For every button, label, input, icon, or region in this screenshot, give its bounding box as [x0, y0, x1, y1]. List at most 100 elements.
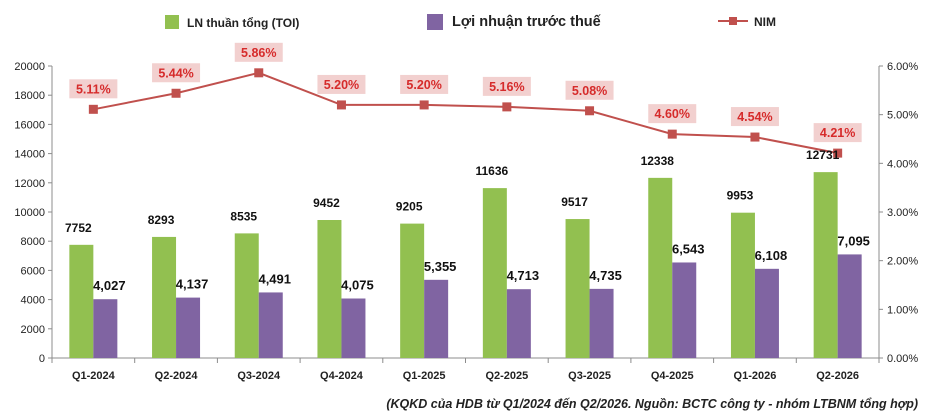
- y-left-tick-label: 6000: [21, 265, 45, 277]
- label-nim: 5.11%: [76, 82, 111, 96]
- legend-label-nim: NIM: [754, 15, 776, 29]
- label-toi: 7752: [65, 221, 92, 235]
- label-nim: 5.08%: [572, 84, 607, 98]
- x-tick-label: Q4-2025: [651, 370, 694, 382]
- nim-marker: [585, 106, 595, 116]
- y-left-tick-label: 12000: [14, 178, 45, 190]
- label-nim: 4.60%: [655, 107, 690, 121]
- source-note: (KQKD của HDB từ Q1/2024 đến Q2/2026. Ng…: [386, 397, 918, 411]
- label-toi: 9205: [396, 200, 423, 214]
- legend-marker-nim: [729, 17, 737, 25]
- bar-lntt: [424, 279, 449, 358]
- nim-label-box: [234, 42, 283, 62]
- nim-marker: [171, 88, 181, 98]
- label-toi: 9452: [313, 196, 340, 210]
- y-left-tick-label: 16000: [14, 119, 45, 131]
- label-toi: 9517: [561, 195, 588, 209]
- label-nim: 5.20%: [324, 78, 359, 92]
- label-nim: 5.86%: [241, 46, 276, 60]
- y-right-tick-label: 6.00%: [887, 61, 918, 73]
- y-right-tick-label: 0.00%: [887, 353, 918, 365]
- nim-marker: [833, 148, 843, 158]
- bar-lntt: [176, 297, 201, 358]
- x-tick-label: Q3-2025: [568, 370, 611, 382]
- label-toi: 12338: [641, 154, 675, 168]
- label-toi: 12731: [806, 148, 840, 162]
- y-left-tick-label: 20000: [14, 61, 45, 73]
- data-labels: 7752 4,027 8293 4,137 8535 4,491 9452 4,075 9205…: [65, 42, 870, 293]
- legend-swatch-lntt: [427, 14, 443, 30]
- nim-marker: [336, 100, 346, 110]
- label-toi: 8535: [230, 209, 257, 223]
- nim-marker: [750, 132, 760, 142]
- label-lntt: 7,095: [837, 233, 870, 248]
- y-left-tick-label: 18000: [14, 90, 45, 102]
- bar-toi: [565, 219, 590, 358]
- label-nim: 4.21%: [820, 126, 855, 140]
- x-tick-label: Q2-2025: [485, 370, 528, 382]
- nim-marker: [419, 100, 429, 110]
- y-left-tick-label: 10000: [14, 207, 45, 219]
- bar-lntt: [506, 289, 531, 358]
- nim-label-box: [482, 76, 531, 96]
- nim-line: [88, 68, 843, 158]
- x-tick-label: Q1-2025: [403, 370, 446, 382]
- label-toi: 9953: [727, 189, 754, 203]
- label-lntt: 6,108: [755, 248, 788, 263]
- bar-lntt: [589, 288, 614, 358]
- y-left-tick-label: 2000: [21, 324, 45, 336]
- nim-label-box: [400, 74, 449, 94]
- nim-label-box: [152, 63, 201, 83]
- bar-lntt: [258, 292, 283, 358]
- label-lntt: 4,137: [176, 277, 209, 292]
- y-right-tick-label: 2.00%: [887, 256, 918, 268]
- nim-label-box: [317, 74, 366, 94]
- nim-label-box: [813, 123, 862, 143]
- label-lntt: 4,491: [258, 271, 291, 286]
- bars: [69, 172, 862, 358]
- axes: 0 2000 4000 6000 8000 10000 12000 14000 16000 180…: [14, 61, 918, 382]
- nim-label-box: [648, 104, 697, 124]
- label-nim: 5.44%: [158, 66, 193, 80]
- nim-label-box: [69, 79, 118, 99]
- y-right-tick-label: 1.00%: [887, 304, 918, 316]
- nim-marker: [667, 129, 677, 139]
- bar-toi: [730, 212, 755, 358]
- label-toi: 11636: [475, 164, 508, 178]
- y-left-tick-label: 14000: [14, 149, 45, 161]
- label-lntt: 6,543: [672, 241, 705, 256]
- label-lntt: 4,713: [507, 268, 540, 283]
- nim-series-line: [93, 71, 838, 155]
- x-tick-label: Q1-2026: [734, 370, 777, 382]
- bar-toi: [234, 233, 259, 358]
- y-right-tick-label: 5.00%: [887, 110, 918, 122]
- label-toi: 8293: [148, 213, 175, 227]
- bar-lntt: [341, 298, 366, 358]
- nim-marker: [254, 68, 264, 78]
- y-right-tick-label: 3.00%: [887, 207, 918, 219]
- bar-toi: [400, 223, 425, 358]
- y-right-tick-label: 4.00%: [887, 158, 918, 170]
- x-tick-label: Q1-2024: [72, 370, 116, 382]
- label-nim: 4.54%: [737, 110, 772, 124]
- x-tick-label: Q4-2024: [320, 370, 364, 382]
- label-lntt: 4,075: [341, 278, 374, 293]
- legend-label-lntt: Lợi nhuận trước thuế: [452, 14, 602, 30]
- bar-lntt: [672, 262, 697, 358]
- nim-label-box: [565, 80, 614, 100]
- nim-marker: [502, 102, 512, 112]
- x-tick-label: Q3-2024: [237, 370, 281, 382]
- y-left-tick-label: 4000: [21, 295, 45, 307]
- bar-toi: [69, 244, 94, 358]
- legend-label-toi: LN thuần tổng (TOI): [187, 16, 299, 30]
- legend: LN thuần tổng (TOI) Lợi nhuận trước thuế…: [165, 14, 776, 30]
- nim-marker: [88, 104, 98, 114]
- nim-label-box: [730, 107, 779, 127]
- y-left-tick-label: 0: [39, 353, 45, 365]
- bar-toi: [317, 220, 342, 358]
- bar-toi: [813, 172, 838, 358]
- label-lntt: 5,355: [424, 259, 457, 274]
- label-nim: 5.16%: [489, 80, 524, 94]
- x-tick-label: Q2-2024: [155, 370, 199, 382]
